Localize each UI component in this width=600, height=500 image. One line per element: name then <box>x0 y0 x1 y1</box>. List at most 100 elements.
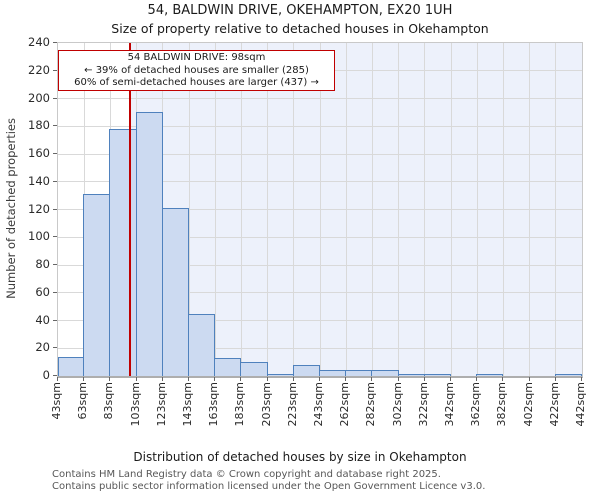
x-tick-mark <box>188 377 189 381</box>
v-gridline <box>267 43 269 376</box>
v-gridline <box>345 43 347 376</box>
histogram-bar <box>319 370 347 376</box>
x-tick-label: 243sqm <box>312 382 325 427</box>
x-tick-mark <box>57 377 58 381</box>
histogram-bar <box>397 374 425 376</box>
footer-line-1: Contains HM Land Registry data © Crown c… <box>52 469 441 480</box>
x-axis-label: Distribution of detached houses by size … <box>133 450 467 464</box>
histogram-bar <box>554 374 582 376</box>
x-tick-mark <box>292 377 294 381</box>
histogram-bar <box>345 370 373 376</box>
x-tick-mark <box>345 377 347 381</box>
y-tick-mark <box>53 264 57 265</box>
y-tick-mark <box>53 42 57 43</box>
x-tick-label: 282sqm <box>364 382 378 427</box>
y-tick-mark <box>53 375 57 376</box>
x-tick-mark <box>554 377 556 381</box>
x-tick-mark <box>109 377 111 381</box>
y-tick-label: 160 <box>28 146 50 160</box>
y-tick-mark <box>53 180 57 182</box>
x-tick-label: 342sqm <box>443 382 456 427</box>
v-gridline <box>214 43 216 376</box>
x-tick-label: 322sqm <box>416 382 430 427</box>
x-tick-label: 402sqm <box>521 382 535 427</box>
y-tick-label: 0 <box>42 368 50 382</box>
x-tick-label: 442sqm <box>574 382 587 427</box>
x-tick-mark <box>581 377 582 381</box>
y-tick-mark <box>53 347 57 349</box>
x-tick-label: 382sqm <box>495 382 509 427</box>
x-tick-label: 103sqm <box>128 382 142 427</box>
x-tick-mark <box>319 377 320 381</box>
x-tick-mark <box>450 377 451 381</box>
annotation-line-2: ← 39% of detached houses are smaller (28… <box>84 64 309 76</box>
histogram-bar <box>83 194 111 376</box>
x-tick-label: 143sqm <box>181 382 194 427</box>
y-tick-mark <box>53 291 57 293</box>
y-tick-label: 200 <box>28 90 50 105</box>
histogram-bar <box>188 313 216 376</box>
x-tick-label: 43sqm <box>50 382 63 420</box>
x-tick-mark <box>502 377 504 381</box>
x-tick-label: 203sqm <box>259 382 273 427</box>
v-gridline <box>398 43 400 376</box>
histogram-bar <box>266 374 294 376</box>
v-gridline <box>476 43 478 376</box>
y-tick-mark <box>53 125 57 127</box>
histogram-bar <box>109 129 137 376</box>
v-gridline <box>450 43 452 376</box>
annotation-box: 54 BALDWIN DRIVE: 98sqm ← 39% of detache… <box>58 50 335 91</box>
v-gridline <box>293 43 295 376</box>
x-tick-label: 223sqm <box>285 382 299 427</box>
y-tick-label: 100 <box>28 229 50 244</box>
x-tick-mark <box>214 377 216 381</box>
y-tick-mark <box>53 69 57 71</box>
x-tick-mark <box>161 377 163 381</box>
y-tick-label: 40 <box>35 312 50 327</box>
v-gridline <box>555 43 557 376</box>
x-tick-mark <box>476 377 478 381</box>
histogram-bar <box>423 374 451 376</box>
y-tick-label: 140 <box>28 173 50 188</box>
y-tick-mark <box>53 97 57 99</box>
x-tick-mark <box>240 377 242 381</box>
subject-property-marker-line <box>129 43 131 376</box>
y-tick-label: 20 <box>35 340 50 355</box>
y-tick-label: 60 <box>35 284 50 299</box>
v-gridline <box>502 43 504 376</box>
histogram-bar <box>240 362 268 376</box>
v-gridline <box>371 43 373 376</box>
x-tick-label: 262sqm <box>338 382 352 427</box>
y-tick-mark <box>53 319 57 321</box>
v-gridline <box>424 43 426 376</box>
histogram-bar <box>135 112 163 376</box>
x-tick-mark <box>423 377 425 381</box>
histogram-bar <box>58 356 85 376</box>
x-tick-label: 123sqm <box>154 382 168 427</box>
footer-line-2: Contains public sector information licen… <box>52 481 486 492</box>
y-tick-label: 180 <box>28 118 50 133</box>
histogram-bar <box>161 208 189 376</box>
chart-subtitle: Size of property relative to detached ho… <box>111 21 489 36</box>
annotation-line-3: 60% of semi-detached houses are larger (… <box>74 77 319 89</box>
y-tick-label: 80 <box>35 257 50 271</box>
v-gridline <box>319 43 321 376</box>
x-tick-label: 362sqm <box>469 382 483 427</box>
v-gridline <box>188 43 190 376</box>
y-tick-mark <box>53 153 57 154</box>
histogram-bar <box>292 364 320 376</box>
x-tick-mark <box>266 377 268 381</box>
x-tick-label: 83sqm <box>102 382 116 420</box>
y-tick-label: 220 <box>28 62 50 77</box>
x-tick-mark <box>83 377 85 381</box>
annotation-line-1: 54 BALDWIN DRIVE: 98sqm <box>127 52 266 63</box>
plot-area: 54 BALDWIN DRIVE: 98sqm ← 39% of detache… <box>57 42 583 378</box>
x-tick-mark <box>528 377 530 381</box>
x-tick-mark <box>397 377 399 381</box>
x-tick-mark <box>371 377 373 381</box>
y-tick-label: 240 <box>28 35 50 49</box>
v-gridline <box>240 43 242 376</box>
y-tick-mark <box>53 236 57 238</box>
x-tick-label: 63sqm <box>76 382 90 420</box>
